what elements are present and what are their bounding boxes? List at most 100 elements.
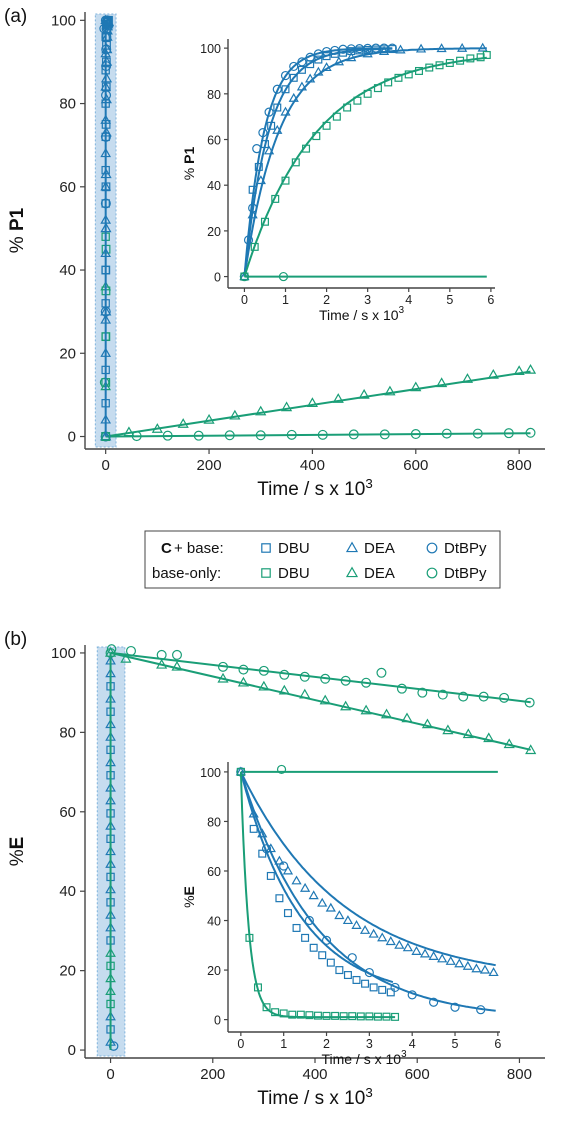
series-b-inset-Cbase-dbu-point	[352, 975, 361, 984]
x-tick-label-b-inset: 6	[494, 1037, 501, 1051]
series-a-inset-Cbase-dea-point	[346, 52, 357, 62]
y-axis-label-b-main: %E	[7, 837, 28, 867]
series-b-main-baseonly-dtbpy-point	[361, 677, 372, 688]
series-b-inset-baseonly-dbu-point	[271, 1008, 280, 1017]
series-b-inset-baseonly-dtbpy-point	[276, 764, 287, 775]
series-b-inset-baseonly-dbu-point	[382, 1012, 391, 1021]
series-a-inset-Cbase-dbu-point	[281, 85, 290, 94]
series-a-main-baseonly-dea-point	[487, 368, 499, 379]
y-tick-label-b-inset: 20	[207, 964, 221, 978]
series-b-main-baseonly-dea-point	[442, 724, 454, 735]
x-tick-label-a-inset: 0	[241, 293, 248, 307]
series-b-main-baseonly-dtbpy-point	[417, 687, 428, 698]
series-a-main-baseonly-dea-point	[461, 373, 474, 383]
inset-background-a-inset	[228, 39, 495, 288]
series-b-inset-Cbase-dea-point	[402, 942, 414, 952]
y-tick-label-a-inset: 40	[207, 179, 221, 193]
series-a-inset-baseonly-dbu-point	[353, 96, 362, 105]
series-a-inset-Cbase-dea-point	[378, 46, 390, 56]
series-a-inset-Cbase-dea-point	[321, 62, 332, 72]
cluster-b-point	[108, 1041, 119, 1051]
panel-label-b: (b)	[4, 629, 27, 650]
series-a-inset-Cbase-dea-point	[457, 42, 468, 52]
series-a-inset-baseonly-dbu-point	[445, 58, 454, 67]
series-b-inset-Cbase-dea-point	[437, 953, 448, 963]
series-a-inset-Cbase-dbu-point	[260, 140, 269, 149]
series-b-inset-Cbase-dtbpy-fit	[239, 771, 496, 1012]
x-axis-label-b-main-text: Time / s x 103	[257, 1085, 372, 1109]
series-a-main-baseonly-dea-point	[436, 377, 448, 388]
series-b-main-baseonly-dea-point	[401, 712, 413, 723]
y-tick-label-b-main: 0	[68, 1042, 76, 1059]
series-b-inset-baseonly-dbu-point	[313, 1011, 322, 1020]
series-a-inset-baseonly-dbu-point	[260, 217, 269, 226]
legend-dbu-1: DBU	[278, 540, 310, 557]
x-tick-label-a-main: 0	[102, 457, 110, 474]
series-b-main-baseonly-dea-point	[503, 738, 515, 749]
series-a-main-baseonly-dea-point	[410, 381, 422, 392]
series-b-inset-Cbase-dea-fit	[240, 771, 496, 967]
series-b-inset-Cbase-dea-point	[488, 967, 499, 977]
series-b-inset-Cbase-dbu-point	[283, 909, 292, 918]
series-b-inset-Cbase-dtbpy-point	[476, 1005, 486, 1015]
series-a-inset-Cbase-dbu-point	[248, 185, 257, 194]
x-tick-label-a-main: 600	[403, 457, 428, 474]
series-b-main-baseonly-dtbpy-point	[376, 667, 387, 678]
series-b-main-baseonly-dea-point	[156, 658, 168, 669]
series-b-inset-baseonly-dbu-point	[322, 1011, 331, 1020]
series-b-inset-baseonly-dbu-point	[339, 1012, 348, 1021]
x-tick-label-a-inset: 1	[282, 293, 289, 307]
series-a-inset-Cbase-dea-point	[247, 209, 258, 219]
series-a-inset-Cbase-dea-point	[255, 175, 266, 185]
series-a-inset-Cbase-dea-point	[415, 43, 427, 53]
series-b-inset-baseonly-dbu-point	[391, 1012, 400, 1021]
y-tick-label-a-inset: 60	[207, 134, 221, 148]
series-b-main-baseonly-dea-point	[483, 732, 495, 743]
y-axis-label-b-main-text: %E	[7, 837, 28, 867]
x-tick-label-a-inset: 6	[487, 293, 494, 307]
series-b-inset-Cbase-dea-point	[334, 910, 345, 920]
series-a-main-baseonly-dtbpy-point	[379, 429, 390, 440]
series-b-inset-Cbase-dea-point	[351, 920, 362, 929]
series-b-inset-Cbase-dbu-point	[335, 966, 344, 975]
series-b-main-baseonly-dtbpy-point	[299, 671, 310, 682]
series-b-inset-Cbase-dbu-point	[369, 983, 378, 992]
y-tick-label-a-main: 60	[59, 179, 76, 196]
legend-row2-label: base-only:	[152, 565, 221, 582]
series-b-main-baseonly-dtbpy-point	[258, 665, 269, 676]
series-b-main-baseonly-dtbpy-point	[458, 691, 469, 702]
panel-label-a: (a)	[4, 6, 27, 27]
series-b-inset-baseonly-dbu-point	[262, 1003, 271, 1012]
series-a-inset-Cbase-dea-point	[263, 145, 275, 155]
series-a-inset-baseonly-dbu-point	[415, 66, 424, 75]
series-b-inset-Cbase-dtbpy-point	[304, 915, 314, 926]
series-b-inset-Cbase-dea-point	[325, 902, 336, 912]
legend-box	[144, 530, 501, 589]
y-tick-label-b-main: 20	[59, 963, 76, 980]
series-a-main-Cbase-dea-point	[101, 43, 113, 54]
legend-dea-1: DEA	[364, 540, 395, 557]
series-a-inset-Cbase-dbu-point	[322, 52, 331, 61]
series-a-inset-Cbase-dbu-point	[339, 48, 348, 57]
series-a-inset-Cbase-dea-point	[436, 43, 447, 53]
series-b-main-baseonly-dtbpy-point	[320, 673, 331, 684]
series-b-inset-Cbase-dbu-point	[275, 894, 284, 903]
series-b-main-baseonly-dtbpy-point	[524, 697, 535, 708]
x-tick-label-a-main: 400	[300, 457, 325, 474]
x-tick-label-a-inset: 2	[323, 293, 330, 307]
series-a-inset-baseonly-dbu-point	[466, 54, 475, 63]
y-axis-label-a-main: % P1	[7, 207, 28, 253]
series-a-main-baseonly-dea-point	[524, 363, 537, 374]
series-a-inset-Cbase-dbu-point	[289, 73, 298, 82]
legend-marks	[261, 541, 438, 579]
series-b-inset-Cbase-dea-point	[308, 890, 319, 900]
x-tick-label-b-main: 600	[405, 1066, 430, 1083]
series-b-inset-baseonly-dbu-point	[331, 1011, 340, 1020]
x-tick-label-a-main: 200	[197, 457, 222, 474]
series-b-main-baseonly-dea-point	[120, 652, 132, 663]
series-b-main-baseonly-dea-point	[278, 684, 290, 695]
series-a-main-baseonly-dea-point	[229, 409, 241, 420]
y-tick-label-a-inset: 80	[207, 88, 221, 102]
